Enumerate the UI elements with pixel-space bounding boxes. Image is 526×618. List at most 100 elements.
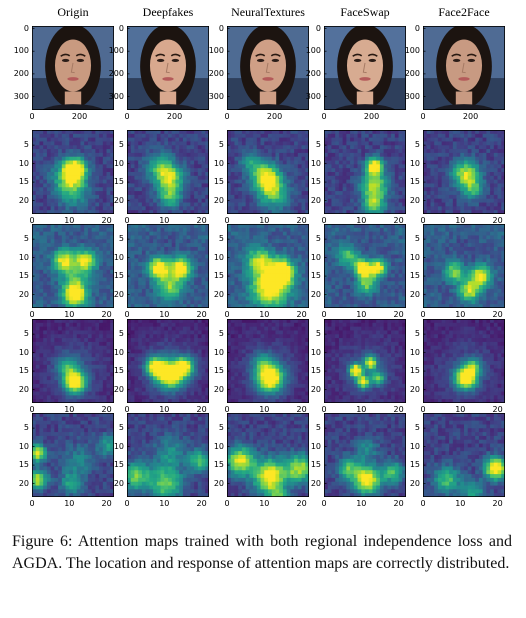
- heatmap-cell: [106, 137, 111, 142]
- heatmap-cell: [297, 210, 302, 214]
- heatmap-cell: [290, 296, 295, 301]
- heatmap-cell: [102, 183, 107, 188]
- heatmap-cell: [376, 145, 381, 150]
- heatmap-cell: [338, 304, 344, 308]
- heatmap-cell: [353, 235, 358, 240]
- heatmap-cell: [353, 198, 358, 203]
- heatmap-cell: [301, 273, 306, 278]
- heatmap-cell: [467, 198, 472, 203]
- heatmap-cell: [398, 300, 403, 305]
- heatmap-cell: [361, 288, 366, 294]
- heatmap-cell: [387, 206, 392, 211]
- heatmap-cell: [80, 258, 85, 263]
- heatmap-cell: [383, 152, 388, 158]
- heatmap-cell: [449, 288, 454, 294]
- heatmap-cell: [434, 179, 439, 184]
- heatmap-cell: [365, 149, 370, 154]
- heatmap-cell: [379, 137, 385, 142]
- heatmap-cell: [260, 206, 265, 211]
- heatmap-cell: [383, 262, 388, 267]
- heatmap-cell: [346, 254, 351, 259]
- heatmap-cell: [346, 191, 351, 196]
- heatmap-cell: [230, 300, 235, 305]
- heatmap-cell: [423, 258, 428, 263]
- heatmap-cell: [175, 130, 180, 135]
- heatmap-cell: [301, 172, 306, 177]
- heatmap-cell: [99, 175, 104, 181]
- heatmap-cell: [268, 231, 273, 236]
- heatmap-cell: [335, 164, 340, 169]
- heatmap-cell: [464, 152, 469, 158]
- heatmap-cell: [430, 258, 435, 263]
- heatmap-cell: [253, 231, 258, 236]
- panel-frame: [127, 26, 209, 110]
- heatmap-cell: [305, 179, 309, 184]
- heatmap-cell: [282, 149, 288, 154]
- heatmap-cell: [130, 246, 135, 252]
- heatmap-cell: [73, 273, 78, 278]
- heatmap-cell: [43, 130, 48, 135]
- heatmap-cell: [106, 194, 111, 200]
- heatmap-cell: [387, 269, 392, 275]
- heatmap-cell: [376, 175, 381, 181]
- heatmap-cell: [402, 164, 406, 169]
- heatmap-cell: [87, 210, 93, 214]
- heatmap-cell: [102, 133, 107, 139]
- heatmap-cell: [430, 254, 435, 259]
- heatmap-cell: [482, 152, 487, 158]
- heatmap-cell: [205, 288, 209, 294]
- heatmap-cell: [383, 168, 388, 173]
- heatmap-cell: [490, 183, 495, 188]
- heatmap-cell: [50, 292, 55, 297]
- heatmap-cell: [467, 227, 472, 233]
- heatmap-cell: [141, 304, 147, 308]
- heatmap-cell: [186, 187, 191, 192]
- heatmap-cell: [54, 183, 59, 188]
- heatmap-cell: [486, 130, 491, 135]
- heatmap-cell: [102, 288, 107, 294]
- heatmap-cell: [194, 292, 199, 297]
- heatmap-cell: [282, 239, 288, 244]
- heatmap-cell: [445, 156, 450, 161]
- heatmap-cell: [372, 266, 377, 271]
- heatmap-cell: [168, 210, 173, 214]
- heatmap-cell: [69, 246, 74, 252]
- heatmap-cell: [245, 160, 250, 165]
- heatmap-cell: [205, 202, 209, 207]
- heatmap-cell: [423, 246, 428, 252]
- heatmap-cell: [327, 194, 332, 200]
- heatmap-cell: [35, 156, 40, 161]
- heatmap-cell: [342, 254, 347, 259]
- heatmap-cell: [368, 269, 373, 275]
- heatmap-cell: [490, 164, 495, 169]
- heatmap-cell: [449, 285, 454, 290]
- heatmap-cell: [402, 194, 406, 200]
- heatmap-cell: [426, 198, 431, 203]
- heatmap-cell: [482, 175, 487, 181]
- heatmap-cell: [156, 133, 161, 139]
- heatmap-cell: [32, 133, 37, 139]
- heatmap-cell: [43, 160, 48, 165]
- heatmap-cell: [91, 277, 96, 282]
- heatmap-cell: [368, 304, 373, 308]
- heatmap-cell: [301, 187, 306, 192]
- heatmap-cell: [368, 262, 373, 267]
- heatmap-cell: [35, 231, 40, 236]
- heatmap-cell: [268, 137, 273, 142]
- heatmap-cell: [32, 254, 37, 259]
- heatmap-cell: [50, 194, 55, 200]
- heatmap-cell: [353, 206, 358, 211]
- heatmap-cell: [383, 210, 388, 214]
- heatmap-cell: [449, 179, 454, 184]
- ytick-label: 10: [409, 158, 420, 168]
- heatmap-cell: [497, 206, 502, 211]
- heatmap-cell: [65, 246, 70, 252]
- heatmap-cell: [335, 160, 340, 165]
- heatmap-cell: [372, 130, 377, 135]
- heatmap-cell: [398, 239, 403, 244]
- heatmap-cell: [245, 156, 250, 161]
- heatmap-cell: [234, 179, 239, 184]
- heatmap-cell: [271, 224, 276, 229]
- heatmap-cell: [230, 156, 235, 161]
- heatmap-cell: [268, 187, 273, 192]
